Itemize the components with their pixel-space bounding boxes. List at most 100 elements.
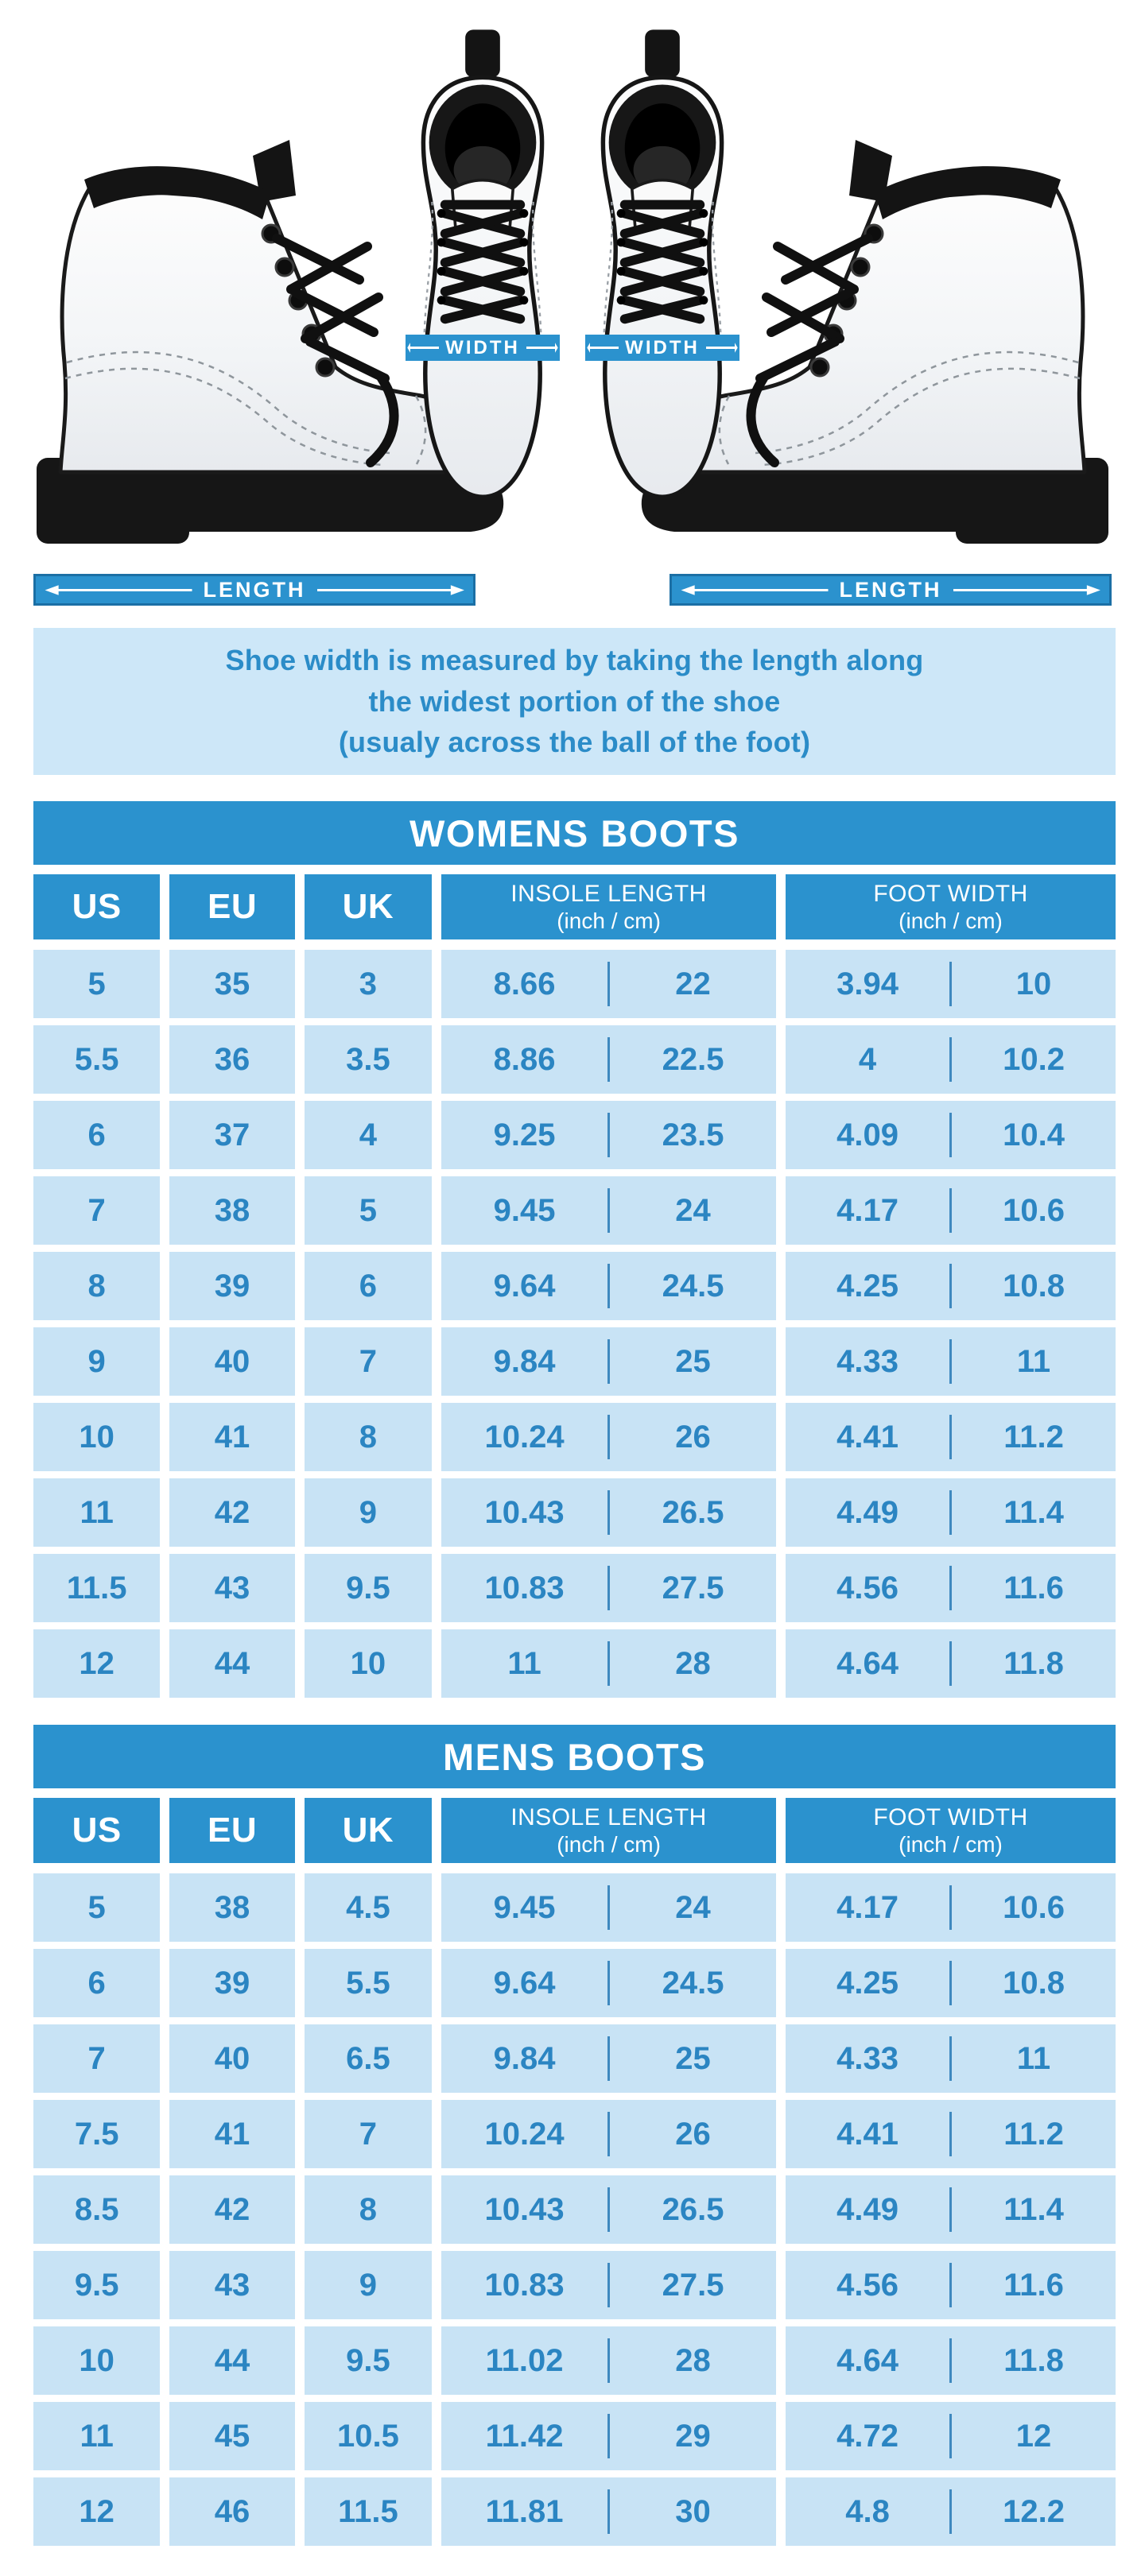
us-size-value: 12 xyxy=(33,1629,161,1698)
column-header-insole-length: INSOLE LENGTH (inch / cm) xyxy=(441,874,777,939)
insole-length-cell: 11 28 xyxy=(441,1629,777,1698)
unit-divider xyxy=(607,1037,611,1082)
eu-size-value: 44 xyxy=(169,2326,295,2395)
eu-size-value: 41 xyxy=(169,1403,295,1471)
unit-divider xyxy=(607,1641,611,1686)
width-inch-value: 4.33 xyxy=(836,1343,899,1379)
arrow-left-icon xyxy=(587,342,619,354)
eu-size-value: 39 xyxy=(169,1949,295,2017)
unit-divider xyxy=(949,1961,953,2005)
table-row: 5 35 3 8.66 22 3.94 10 xyxy=(33,950,1116,1018)
table-row: 12 46 11.5 11.81 30 4.8 12.2 xyxy=(33,2477,1116,2546)
uk-size-value: 9 xyxy=(304,1478,433,1547)
unit-divider xyxy=(607,1961,611,2005)
unit-divider xyxy=(949,2112,953,2156)
eu-size-value: 37 xyxy=(169,1101,295,1169)
insole-cm-value: 26 xyxy=(675,2116,711,2152)
arrow-left-icon xyxy=(407,342,440,354)
insole-length-cell: 10.43 26.5 xyxy=(441,1478,777,1547)
insole-length-cell: 8.66 22 xyxy=(441,950,777,1018)
insole-cm-value: 25 xyxy=(675,1343,711,1379)
unit-divider xyxy=(607,1339,611,1384)
width-inch-value: 4 xyxy=(858,1041,877,1077)
width-cm-value: 11.4 xyxy=(1003,2191,1064,2227)
uk-size-value: 4 xyxy=(304,1101,433,1169)
insole-inch-value: 8.86 xyxy=(493,1041,556,1077)
unit-divider xyxy=(949,1415,953,1459)
unit-divider xyxy=(949,2036,953,2081)
unit-divider xyxy=(949,1037,953,1082)
insole-length-cell: 9.64 24.5 xyxy=(441,1252,777,1320)
us-size-value: 7 xyxy=(33,2024,161,2093)
insole-cm-value: 26 xyxy=(675,1419,711,1455)
width-cm-value: 10.4 xyxy=(1003,1117,1065,1152)
width-cm-value: 11.8 xyxy=(1003,1645,1064,1681)
unit-divider xyxy=(949,1113,953,1157)
insole-cm-value: 26.5 xyxy=(662,2191,724,2227)
mens-table-rows: 5 38 4.5 9.45 24 4.17 10.6 6 39 5.5 9.64… xyxy=(33,1873,1116,2546)
width-cm-value: 11.2 xyxy=(1003,2116,1064,2152)
insole-cm-value: 24.5 xyxy=(662,1965,724,2001)
foot-width-cell: 4.41 11.2 xyxy=(786,2100,1116,2168)
column-header-title: FOOT WIDTH xyxy=(873,1803,1028,1830)
width-inch-value: 4.25 xyxy=(836,1965,899,2001)
foot-width-cell: 4.64 11.8 xyxy=(786,1629,1116,1698)
foot-width-cell: 4.17 10.6 xyxy=(786,1176,1116,1245)
width-cm-value: 10.8 xyxy=(1003,1965,1065,2001)
foot-width-cell: 4.09 10.4 xyxy=(786,1101,1116,1169)
arrow-left-icon xyxy=(680,583,829,596)
table-row: 12 44 10 11 28 4.64 11.8 xyxy=(33,1629,1116,1698)
foot-width-cell: 4 10.2 xyxy=(786,1025,1116,1094)
width-inch-value: 4.56 xyxy=(836,2267,899,2303)
width-cm-value: 10.6 xyxy=(1003,1192,1065,1228)
column-header-us: US xyxy=(33,874,161,939)
uk-size-value: 10 xyxy=(304,1629,433,1698)
column-header-uk: UK xyxy=(304,874,433,939)
width-cm-value: 12 xyxy=(1015,2418,1052,2454)
us-size-value: 7.5 xyxy=(33,2100,161,2168)
foot-width-cell: 4.25 10.8 xyxy=(786,1949,1116,2017)
us-size-value: 9 xyxy=(33,1327,161,1396)
insole-inch-value: 10.24 xyxy=(484,1419,565,1455)
unit-divider xyxy=(607,1188,611,1233)
table-row: 10 44 9.5 11.02 28 4.64 11.8 xyxy=(33,2326,1116,2395)
insole-length-cell: 11.42 29 xyxy=(441,2402,777,2470)
column-header-uk: UK xyxy=(304,1798,433,1863)
eu-size-value: 43 xyxy=(169,1554,295,1622)
table-row: 5 38 4.5 9.45 24 4.17 10.6 xyxy=(33,1873,1116,1942)
width-inch-value: 4.72 xyxy=(836,2418,899,2454)
unit-divider xyxy=(607,1264,611,1308)
us-size-value: 11.5 xyxy=(33,1554,161,1622)
width-cm-value: 11.4 xyxy=(1003,1494,1064,1530)
unit-divider xyxy=(949,1188,953,1233)
measurement-note: Shoe width is measured by taking the len… xyxy=(33,628,1116,775)
insole-inch-value: 9.45 xyxy=(493,1192,556,1228)
insole-inch-value: 10.43 xyxy=(484,2191,565,2227)
insole-length-cell: 10.24 26 xyxy=(441,2100,777,2168)
width-cm-value: 10.6 xyxy=(1003,1889,1065,1925)
table-row: 6 37 4 9.25 23.5 4.09 10.4 xyxy=(33,1101,1116,1169)
uk-size-value: 8 xyxy=(304,1403,433,1471)
column-header-units: (inch / cm) xyxy=(557,908,661,934)
unit-divider xyxy=(949,962,953,1006)
insole-cm-value: 22 xyxy=(675,966,711,1001)
uk-size-value: 5 xyxy=(304,1176,433,1245)
insole-length-cell: 11.81 30 xyxy=(441,2477,777,2546)
insole-cm-value: 24 xyxy=(675,1889,711,1925)
column-header-title: INSOLE LENGTH xyxy=(510,880,707,907)
column-header-units: (inch / cm) xyxy=(557,1832,661,1857)
mens-size-table: MENS BOOTS US EU UK INSOLE LENGTH (inch … xyxy=(33,1725,1116,2546)
table-row: 11 45 10.5 11.42 29 4.72 12 xyxy=(33,2402,1116,2470)
insole-cm-value: 22.5 xyxy=(662,1041,724,1077)
eu-size-value: 44 xyxy=(169,1629,295,1698)
width-cm-value: 10.2 xyxy=(1003,1041,1065,1077)
womens-size-table: WOMENS BOOTS US EU UK INSOLE LENGTH (inc… xyxy=(33,801,1116,1698)
insole-cm-value: 24 xyxy=(675,1192,711,1228)
insole-inch-value: 9.84 xyxy=(493,2040,556,2076)
insole-inch-value: 11 xyxy=(507,1645,541,1681)
unit-divider xyxy=(949,1339,953,1384)
unit-divider xyxy=(949,1566,953,1610)
uk-size-value: 7 xyxy=(304,2100,433,2168)
insole-length-cell: 11.02 28 xyxy=(441,2326,777,2395)
